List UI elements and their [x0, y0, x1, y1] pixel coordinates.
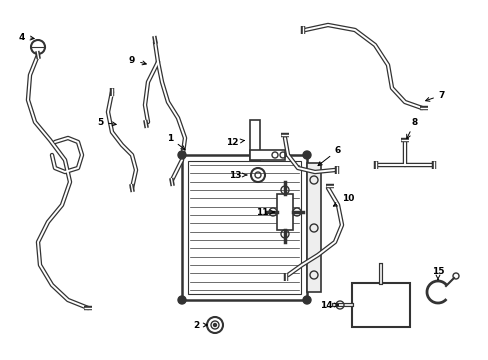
Bar	[276, 194, 292, 230]
Circle shape	[213, 324, 216, 327]
Text: 5: 5	[97, 117, 116, 126]
Text: 15: 15	[431, 267, 443, 279]
Bar	[249, 120, 260, 160]
Text: 10: 10	[333, 194, 353, 206]
Text: 13: 13	[228, 171, 246, 180]
Bar	[249, 150, 285, 160]
Text: 9: 9	[128, 55, 146, 65]
Bar	[351, 283, 409, 327]
Text: 2: 2	[192, 320, 207, 329]
Text: 12: 12	[225, 138, 244, 147]
Bar	[187, 161, 301, 294]
Text: 7: 7	[425, 90, 444, 101]
Text: 6: 6	[317, 145, 341, 166]
Text: 1: 1	[166, 134, 184, 150]
Text: 4: 4	[19, 32, 34, 41]
Circle shape	[178, 151, 185, 159]
Text: 14: 14	[319, 301, 338, 310]
Text: 11: 11	[255, 207, 274, 216]
Circle shape	[178, 296, 185, 304]
Circle shape	[303, 151, 310, 159]
Circle shape	[303, 296, 310, 304]
Text: 8: 8	[406, 117, 417, 139]
Bar	[306, 163, 320, 292]
Bar	[182, 155, 306, 300]
